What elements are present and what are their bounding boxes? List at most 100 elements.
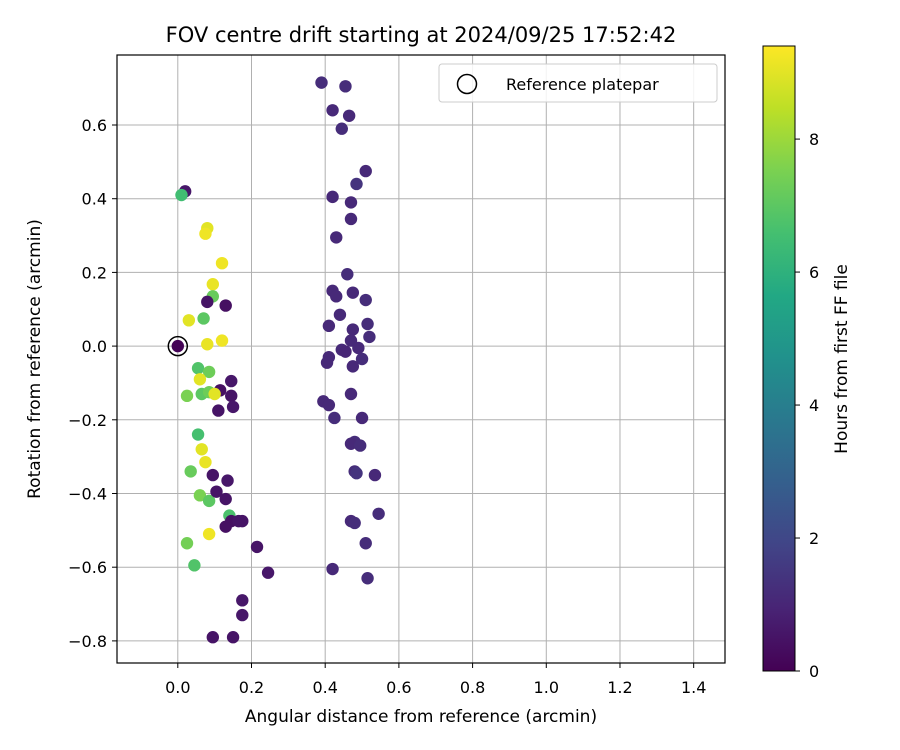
data-point xyxy=(175,188,188,202)
data-point xyxy=(344,196,358,209)
data-point xyxy=(320,356,334,369)
x-tick-label: 0.4 xyxy=(312,678,337,697)
data-point xyxy=(361,317,374,331)
data-point xyxy=(322,398,336,412)
y-tick-label: −0.6 xyxy=(68,558,107,577)
reference-marker xyxy=(167,335,189,357)
data-point xyxy=(208,387,221,401)
colorbar-label: Hours from first FF file xyxy=(832,264,852,454)
data-point xyxy=(342,109,356,123)
data-point xyxy=(339,345,352,358)
data-point xyxy=(193,373,207,386)
colorbar-tick-label: 2 xyxy=(809,529,819,548)
data-point xyxy=(315,76,328,89)
data-point xyxy=(202,494,216,508)
data-point xyxy=(368,468,382,482)
data-point xyxy=(346,323,360,336)
data-point xyxy=(201,295,214,309)
data-point xyxy=(346,286,360,299)
data-point xyxy=(350,177,363,191)
data-point xyxy=(359,537,372,550)
data-point xyxy=(197,312,210,325)
y-tick-label: 0.0 xyxy=(82,337,107,356)
legend: Reference platepar xyxy=(438,63,718,103)
data-point xyxy=(344,212,358,226)
y-axis-label: Rotation from reference (arcmin) xyxy=(25,219,45,499)
data-point xyxy=(212,404,225,417)
data-point xyxy=(333,308,347,321)
reference-marker-group xyxy=(167,335,189,357)
legend-label: Reference platepar xyxy=(506,75,659,94)
data-point xyxy=(236,594,249,607)
data-point xyxy=(354,439,367,452)
data-point xyxy=(361,572,374,585)
data-point xyxy=(199,227,212,240)
data-point xyxy=(326,104,339,117)
data-point xyxy=(322,319,336,333)
data-point xyxy=(188,559,201,572)
data-point xyxy=(226,631,240,644)
y-tick-label: −0.4 xyxy=(68,484,107,503)
data-point xyxy=(206,277,220,291)
y-tick-label: 0.4 xyxy=(82,190,107,209)
data-point xyxy=(344,387,358,401)
data-point xyxy=(328,411,341,425)
data-point xyxy=(191,362,205,375)
y-axis-ticks: 0.6 0.4 0.2 0.0 −0.2 −0.4 −0.6 −0.8 xyxy=(68,116,117,651)
data-point xyxy=(180,537,194,550)
data-point xyxy=(202,527,216,541)
data-point xyxy=(225,374,238,388)
colorbar-tick-label: 6 xyxy=(809,263,819,282)
x-tick-label: 1.0 xyxy=(534,678,559,697)
y-tick-label: −0.8 xyxy=(68,632,107,651)
colorbar-tick-label: 4 xyxy=(809,396,819,415)
data-point xyxy=(195,443,208,456)
data-point xyxy=(199,455,212,469)
data-point xyxy=(219,299,232,312)
data-point xyxy=(191,428,205,441)
data-point xyxy=(221,474,234,487)
data-point xyxy=(226,400,240,414)
colorbar-tick-label: 0 xyxy=(809,662,819,681)
data-point xyxy=(261,566,275,579)
data-point xyxy=(339,80,352,93)
x-tick-label: 0.6 xyxy=(386,678,411,697)
data-point xyxy=(202,365,216,379)
y-tick-label: 0.6 xyxy=(82,116,107,135)
colorbar-ticks: 0 2 4 6 8 xyxy=(795,130,819,681)
colorbar-tick-label: 8 xyxy=(809,130,819,149)
data-point xyxy=(335,122,348,135)
data-point xyxy=(330,231,343,244)
legend-box xyxy=(438,63,718,103)
data-point xyxy=(372,507,385,520)
y-tick-label: 0.2 xyxy=(82,263,107,282)
data-point xyxy=(236,608,249,622)
data-point xyxy=(215,256,229,270)
data-point xyxy=(346,360,360,373)
data-point xyxy=(341,268,354,281)
data-point xyxy=(355,352,369,366)
data-point xyxy=(359,164,372,178)
data-point xyxy=(250,540,264,554)
data-point xyxy=(352,341,365,355)
y-tick-label: −0.2 xyxy=(68,411,107,430)
data-points xyxy=(175,76,385,644)
plot-frame xyxy=(116,54,726,664)
x-tick-label: 0.2 xyxy=(239,678,264,697)
chart-title: FOV centre drift starting at 2024/09/25 … xyxy=(166,23,677,47)
data-point xyxy=(219,492,232,506)
x-axis-label: Angular distance from reference (arcmin) xyxy=(245,707,597,727)
legend-reference-marker xyxy=(456,73,478,95)
data-point xyxy=(210,485,223,498)
data-point xyxy=(225,389,238,403)
data-point xyxy=(348,516,361,530)
x-tick-label: 1.2 xyxy=(607,678,632,697)
data-point xyxy=(330,290,343,303)
data-point xyxy=(350,467,363,480)
reference-point xyxy=(171,339,184,353)
data-point xyxy=(180,389,194,403)
x-tick-label: 0.0 xyxy=(165,678,190,697)
data-point xyxy=(206,631,220,644)
colorbar xyxy=(762,45,796,672)
